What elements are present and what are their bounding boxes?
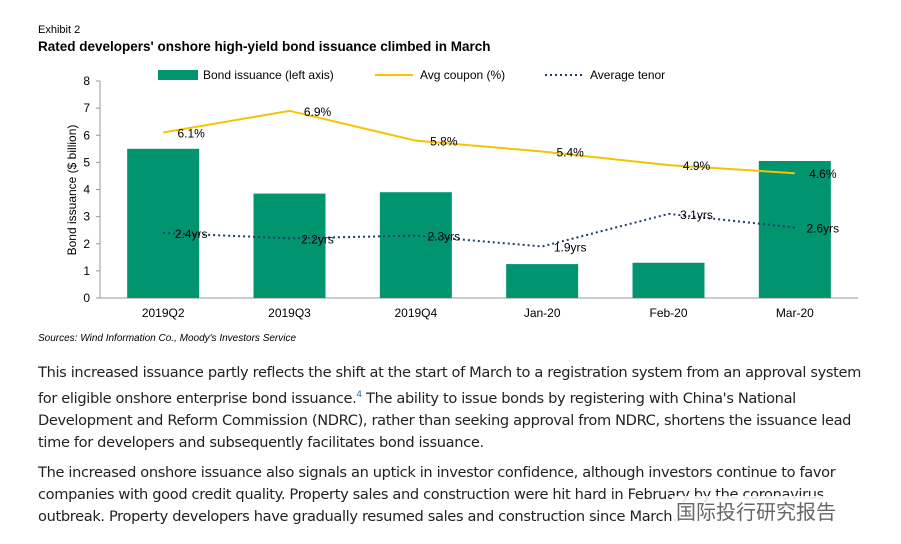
exhibit-number: Exhibit 2 [38, 24, 80, 36]
line [162, 109, 795, 175]
data-label: 5.4% [556, 146, 584, 160]
bar [632, 262, 705, 298]
chart-title: Rated developers' onshore high-yield bon… [38, 39, 491, 54]
data-label: 2.6yrs [806, 221, 839, 235]
x-tick-label: 2019Q3 [268, 306, 311, 320]
y-tick-label: 3 [83, 210, 90, 224]
text: The ability to issue bonds by registerin… [38, 389, 852, 451]
watermark: 国际投行研究报告 [672, 496, 840, 525]
bar [758, 161, 831, 298]
data-label: 2.2yrs [301, 232, 334, 246]
data-label: 1.9yrs [554, 240, 587, 254]
data-label: 5.8% [430, 135, 458, 149]
exhibit: Exhibit 2 Rated developers' onshore high… [38, 24, 858, 344]
y-tick-label: 7 [83, 101, 90, 115]
y-tick-label: 6 [83, 128, 90, 142]
x-tick-label: 2019Q2 [142, 306, 185, 320]
legend-label: Average tenor [590, 68, 665, 82]
data-label: 2.3yrs [427, 230, 460, 244]
legend-label: Avg coupon (%) [420, 68, 505, 82]
text: This increased issuance partly reflects … [38, 364, 862, 407]
data-label: 3.1yrs [680, 208, 713, 222]
source: Sources: Wind Information Co., Moody's I… [38, 333, 296, 344]
y-tick-label: 1 [83, 264, 90, 278]
paragraph: The increased onshore issuance also sign… [38, 462, 878, 528]
y-tick-label: 0 [83, 291, 90, 305]
x-tick-label: Jan-20 [524, 306, 561, 320]
data-label: 6.1% [177, 127, 205, 141]
bar [379, 192, 452, 298]
bar [506, 264, 579, 298]
y-axis-label: Bond issuance ($ billion) [65, 125, 79, 256]
legend-label: Bond issuance (left axis) [203, 68, 334, 82]
x-tick-label: 2019Q4 [394, 306, 437, 320]
bar [127, 148, 200, 298]
data-label: 4.6% [809, 167, 837, 181]
y-tick-label: 2 [83, 237, 90, 251]
paragraph: This increased issuance partly reflects … [38, 362, 878, 454]
bar [253, 193, 326, 298]
line [163, 212, 795, 248]
y-tick-label: 4 [83, 183, 90, 197]
y-tick-label: 5 [83, 155, 90, 169]
legend-swatch [158, 70, 198, 80]
x-tick-label: Mar-20 [776, 306, 814, 320]
data-label: 4.9% [683, 159, 711, 173]
text: The increased onshore issuance also sign… [38, 464, 836, 525]
x-tick-label: Feb-20 [649, 306, 687, 320]
y-tick-label: 8 [83, 74, 90, 88]
footnote-ref[interactable]: 4 [356, 390, 362, 400]
data-label: 6.9% [304, 105, 332, 119]
data-label: 2.4yrs [175, 227, 208, 241]
